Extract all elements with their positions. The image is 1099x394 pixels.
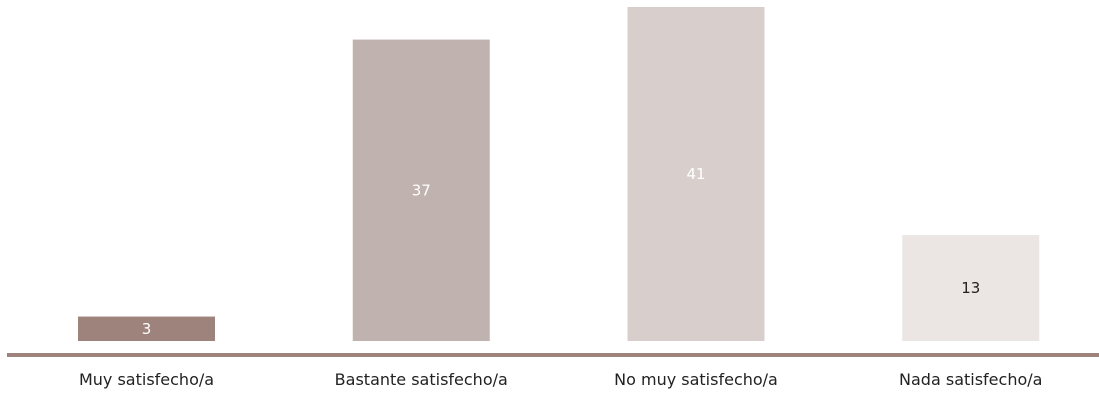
- data-label-nada-satisfecho-a: 13: [961, 279, 980, 297]
- bars-group: 3 37 41 13: [78, 7, 1040, 342]
- category-label-no-muy-satisfecho-a: No muy satisfecho/a: [614, 370, 778, 389]
- bar-muy-satisfecho-a: [78, 316, 215, 341]
- data-label-no-muy-satisfecho-a: 41: [686, 165, 705, 183]
- category-label-nada-satisfecho-a: Nada satisfecho/a: [899, 370, 1042, 389]
- data-label-bastante-satisfecho-a: 37: [412, 181, 431, 199]
- bar-nada-satisfecho-a: [902, 235, 1040, 341]
- data-label-muy-satisfecho-a: 3: [142, 320, 152, 338]
- bar-bastante-satisfecho-a: [352, 39, 490, 342]
- category-labels-group: Muy satisfecho/a Bastante satisfecho/a No …: [79, 370, 1043, 389]
- bar-no-muy-satisfecho-a: [627, 7, 765, 341]
- category-label-bastante-satisfecho-a: Bastante satisfecho/a: [335, 370, 508, 389]
- category-label-muy-satisfecho-a: Muy satisfecho/a: [79, 370, 214, 389]
